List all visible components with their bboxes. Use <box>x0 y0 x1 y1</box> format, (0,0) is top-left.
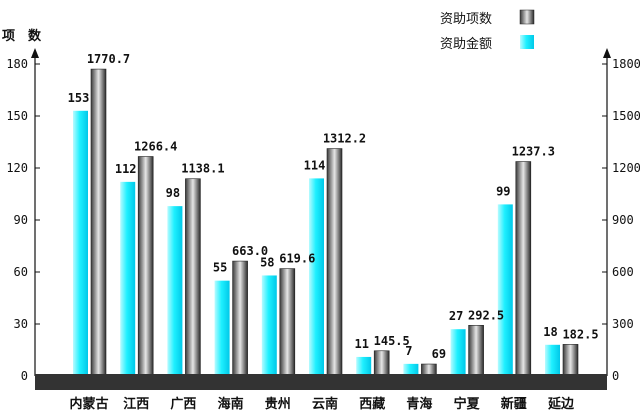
bar-amount <box>373 350 390 377</box>
category-label: 海南 <box>218 396 244 412</box>
category-labels: 内蒙古 江西 广西 海南 贵州 云南 西藏 青海 宁夏 新疆 延边 <box>69 396 575 412</box>
bar-amount <box>279 268 296 377</box>
left-axis-ticks: 0 30 60 90 120 150 180 <box>6 57 40 383</box>
bar-count <box>450 329 466 376</box>
category-label: 广西 <box>170 396 196 412</box>
bar-count <box>73 110 88 377</box>
data-label-count: 98 <box>166 186 180 200</box>
left-tick-label: 0 <box>21 369 28 383</box>
axes <box>31 48 611 376</box>
data-label-amount: 663.0 <box>232 244 268 258</box>
data-label-count: 112 <box>115 162 137 176</box>
data-label-amount: 182.5 <box>562 327 598 341</box>
legend: 资助项数 资助金额 <box>440 9 535 52</box>
bar-count <box>120 181 136 376</box>
data-label-amount: 1770.7 <box>87 52 130 66</box>
data-label-amount: 1312.2 <box>323 132 366 146</box>
right-tick-label: 300 <box>612 317 634 331</box>
data-label-amount: 69 <box>432 347 446 361</box>
bar-count <box>403 363 419 376</box>
bar-count <box>214 280 230 376</box>
bar-count <box>167 206 183 376</box>
right-tick-label: 1500 <box>612 109 640 123</box>
bar-amount <box>515 161 532 377</box>
right-tick-label: 1800 <box>612 57 640 71</box>
base-band <box>35 374 607 390</box>
data-label-count: 18 <box>543 325 557 339</box>
legend-label-amount: 资助金额 <box>440 36 492 52</box>
right-axis-arrow <box>603 48 611 58</box>
bar-amount <box>326 148 343 377</box>
category-label: 新疆 <box>501 396 527 412</box>
legend-label-count: 资助项数 <box>440 12 492 27</box>
right-tick-label: 900 <box>612 213 634 227</box>
category-label: 内蒙古 <box>69 396 108 412</box>
bar-count <box>261 275 277 376</box>
data-label-amount: 145.5 <box>374 334 410 348</box>
category-label: 贵州 <box>265 396 291 412</box>
right-axis-ticks: 0 300 600 900 1200 1500 1800 <box>602 57 640 383</box>
data-label-count: 7 <box>405 344 412 358</box>
data-label-amount: 292.5 <box>468 308 504 322</box>
category-label: 西藏 <box>359 396 385 412</box>
bar-amount <box>185 178 201 377</box>
data-label-count: 27 <box>449 309 463 323</box>
left-tick-label: 60 <box>14 265 28 279</box>
data-label-amount: 1237.3 <box>512 145 555 159</box>
bar-amount <box>137 156 154 377</box>
left-tick-label: 150 <box>6 109 28 123</box>
y-axis-title: 项 数 <box>2 28 42 44</box>
left-tick-label: 120 <box>6 161 28 175</box>
legend-swatch-count <box>519 9 535 25</box>
right-tick-label: 0 <box>612 369 619 383</box>
bar-amount <box>562 344 579 377</box>
bar-count <box>497 204 513 376</box>
category-label: 青海 <box>406 396 432 412</box>
bars <box>73 68 579 377</box>
data-label-count: 58 <box>260 255 274 269</box>
data-label-count: 55 <box>213 261 227 275</box>
left-axis-arrow <box>31 48 39 58</box>
bar-count <box>356 356 372 376</box>
category-label: 云南 <box>312 396 338 412</box>
bar-amount <box>468 324 484 377</box>
bar-count <box>309 178 324 376</box>
left-tick-label: 180 <box>6 57 28 71</box>
data-label-count: 153 <box>68 91 90 105</box>
category-label: 宁夏 <box>454 396 481 412</box>
bar-count <box>545 344 560 376</box>
data-label-count: 99 <box>496 184 510 198</box>
left-tick-label: 30 <box>14 317 28 331</box>
data-label-amount: 1138.1 <box>181 162 224 176</box>
data-label-count: 114 <box>304 158 326 172</box>
bar-amount <box>232 260 248 377</box>
right-tick-label: 600 <box>612 265 634 279</box>
left-tick-label: 90 <box>14 213 28 227</box>
bar-amount <box>90 68 107 377</box>
data-label-amount: 619.6 <box>279 252 315 266</box>
data-label-count: 11 <box>354 337 368 351</box>
category-label: 江西 <box>123 396 149 412</box>
category-label: 延边 <box>547 396 575 412</box>
right-tick-label: 1200 <box>612 161 640 175</box>
legend-swatch-amount <box>520 35 534 49</box>
data-label-amount: 1266.4 <box>134 139 177 153</box>
